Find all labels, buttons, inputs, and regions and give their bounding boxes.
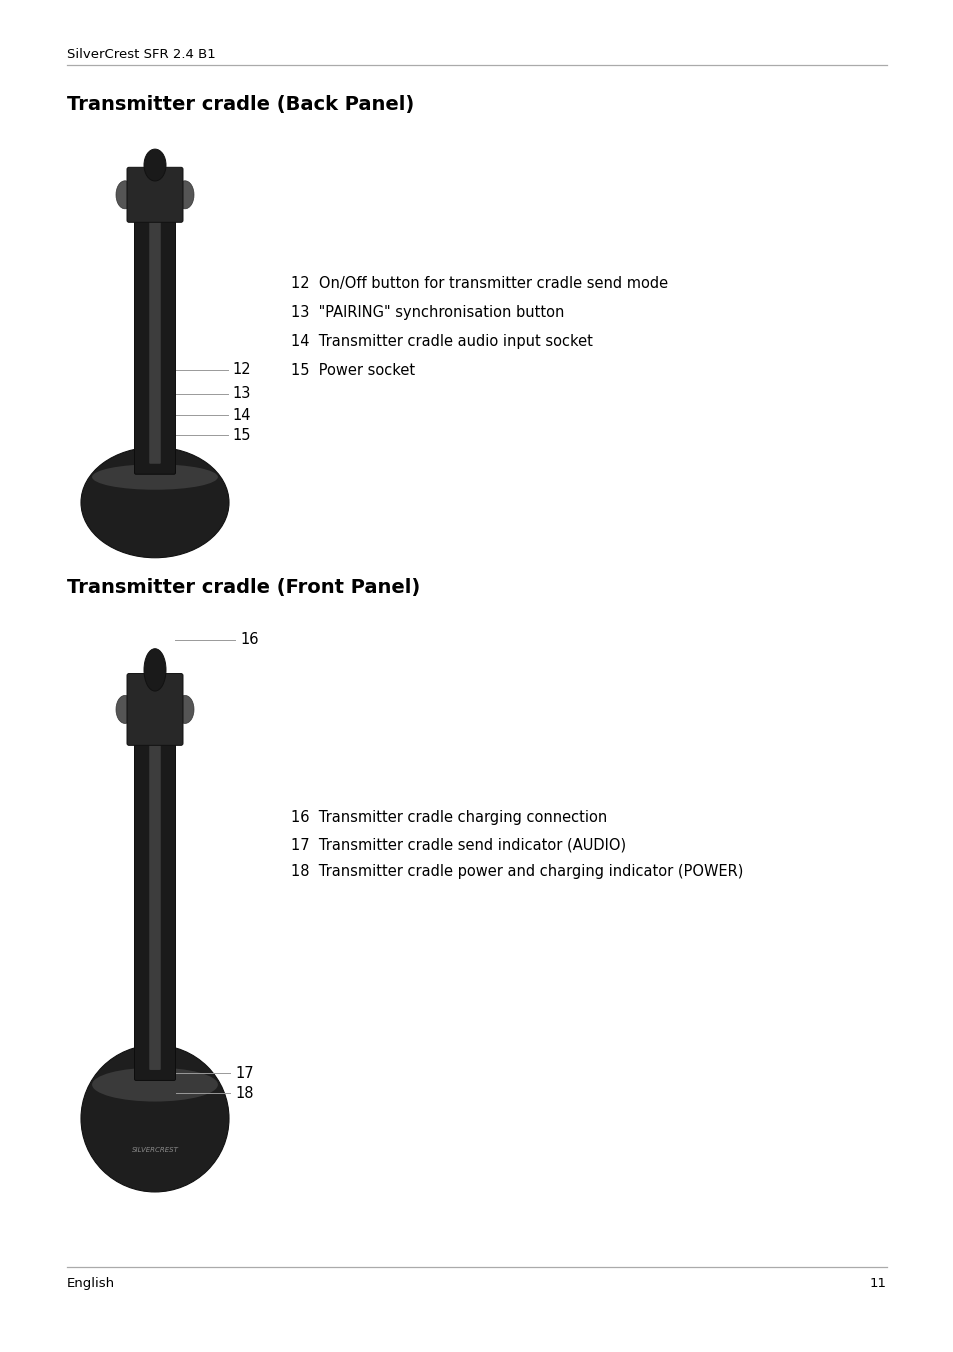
Text: 13: 13	[232, 387, 250, 402]
Text: 11: 11	[869, 1278, 886, 1290]
Text: English: English	[67, 1278, 115, 1290]
Ellipse shape	[81, 1045, 229, 1192]
Text: 12: 12	[232, 362, 251, 377]
Ellipse shape	[175, 695, 193, 723]
Text: 15: 15	[232, 427, 251, 442]
FancyBboxPatch shape	[134, 722, 175, 1080]
Ellipse shape	[92, 464, 217, 489]
Text: 15  Power socket: 15 Power socket	[291, 362, 415, 379]
Ellipse shape	[144, 649, 166, 691]
Text: 17: 17	[234, 1065, 253, 1080]
Text: 14  Transmitter cradle audio input socket: 14 Transmitter cradle audio input socket	[291, 334, 592, 349]
FancyBboxPatch shape	[127, 673, 183, 745]
Text: 16  Transmitter cradle charging connection: 16 Transmitter cradle charging connectio…	[291, 810, 607, 825]
Ellipse shape	[116, 695, 133, 723]
Ellipse shape	[81, 448, 229, 558]
FancyBboxPatch shape	[127, 168, 183, 222]
Text: 16: 16	[240, 633, 258, 648]
Ellipse shape	[144, 149, 166, 181]
FancyBboxPatch shape	[149, 214, 161, 464]
Text: 18: 18	[234, 1086, 253, 1101]
Text: SILVERCREST: SILVERCREST	[132, 1146, 178, 1153]
Text: 14: 14	[232, 407, 251, 422]
Text: 18  Transmitter cradle power and charging indicator (POWER): 18 Transmitter cradle power and charging…	[291, 864, 742, 879]
Text: Transmitter cradle (Front Panel): Transmitter cradle (Front Panel)	[67, 579, 420, 598]
FancyBboxPatch shape	[134, 204, 175, 475]
Text: 13  "PAIRING" synchronisation button: 13 "PAIRING" synchronisation button	[291, 306, 564, 320]
Text: 12  On/Off button for transmitter cradle send mode: 12 On/Off button for transmitter cradle …	[291, 276, 667, 291]
Ellipse shape	[175, 181, 193, 208]
Text: 17  Transmitter cradle send indicator (AUDIO): 17 Transmitter cradle send indicator (AU…	[291, 837, 625, 852]
Ellipse shape	[116, 181, 133, 208]
Ellipse shape	[92, 1068, 217, 1102]
Text: Transmitter cradle (Back Panel): Transmitter cradle (Back Panel)	[67, 95, 414, 114]
Text: SilverCrest SFR 2.4 B1: SilverCrest SFR 2.4 B1	[67, 49, 215, 61]
FancyBboxPatch shape	[149, 731, 161, 1069]
